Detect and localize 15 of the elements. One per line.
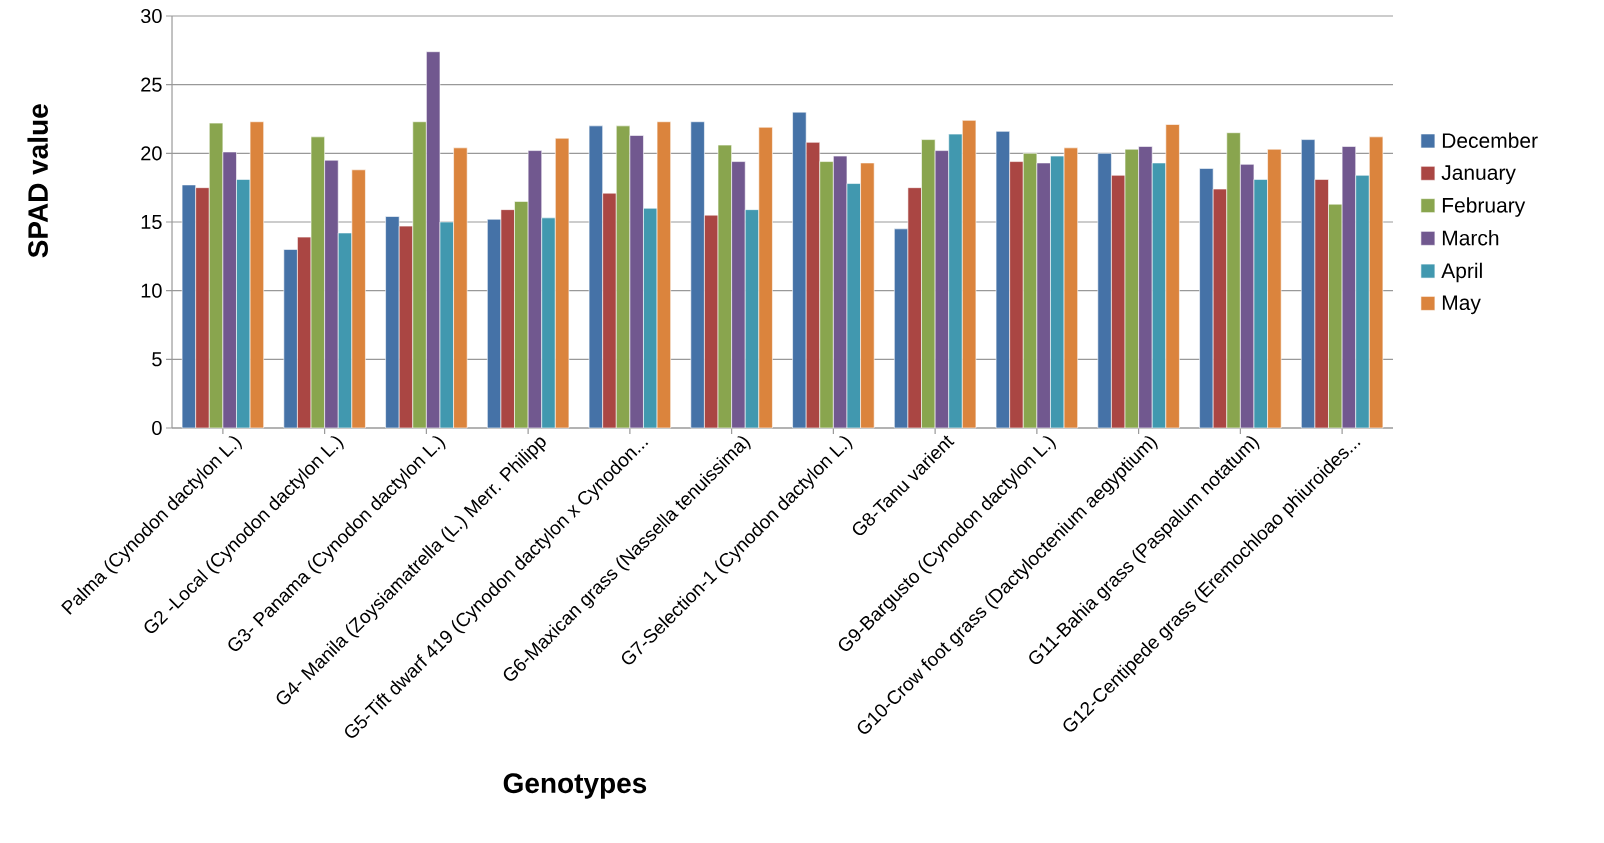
y-tick-label: 25 bbox=[141, 77, 162, 92]
legend-label: December bbox=[1442, 132, 1538, 149]
y-tick-label: 15 bbox=[141, 215, 162, 229]
y-tick-label: 10 bbox=[141, 283, 162, 298]
y-tick-label: 0 bbox=[152, 420, 162, 436]
x-axis-title: Genotypes bbox=[503, 773, 647, 799]
legend-label: February bbox=[1442, 197, 1526, 217]
legend-label: March bbox=[1442, 230, 1499, 246]
legend-label: May bbox=[1442, 295, 1481, 315]
y-tick-label: 5 bbox=[152, 352, 162, 367]
y-axis-title: SPAD value bbox=[27, 104, 48, 258]
y-tick-label: 30 bbox=[141, 8, 162, 24]
y-tick-label: 20 bbox=[141, 146, 162, 161]
legend-label: April bbox=[1441, 262, 1482, 283]
legend-label: January bbox=[1441, 165, 1516, 185]
